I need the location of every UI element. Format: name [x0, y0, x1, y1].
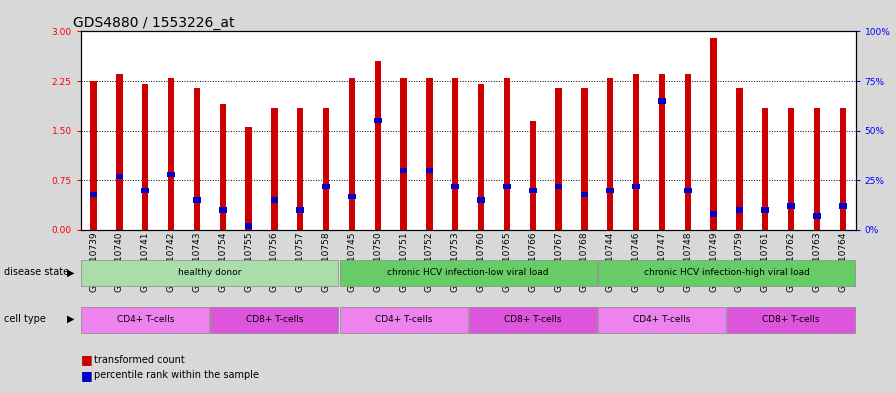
Bar	[762, 208, 769, 213]
Bar	[503, 184, 511, 189]
Bar	[684, 187, 692, 193]
Text: CD8+ T-cells: CD8+ T-cells	[246, 315, 303, 324]
Bar	[788, 204, 795, 209]
Bar	[340, 307, 468, 333]
Bar	[478, 198, 485, 203]
Bar	[90, 191, 98, 197]
Bar	[340, 260, 597, 286]
Bar	[737, 88, 743, 230]
Bar	[82, 307, 210, 333]
Bar	[633, 74, 640, 230]
Bar	[710, 211, 718, 217]
Bar	[142, 187, 149, 193]
Text: chronic HCV infection-low viral load: chronic HCV infection-low viral load	[387, 268, 549, 277]
Bar	[607, 78, 614, 230]
Bar	[840, 108, 846, 230]
Bar	[297, 108, 304, 230]
Text: CD8+ T-cells: CD8+ T-cells	[504, 315, 562, 324]
Bar	[375, 61, 381, 230]
Bar	[271, 198, 279, 203]
Text: GDS4880 / 1553226_at: GDS4880 / 1553226_at	[73, 17, 235, 30]
Bar	[142, 84, 149, 230]
Bar	[478, 84, 485, 230]
Bar	[529, 187, 537, 193]
Bar	[762, 108, 769, 230]
Bar	[220, 104, 226, 230]
Bar	[374, 118, 382, 123]
Bar	[504, 78, 510, 230]
Text: cell type: cell type	[4, 314, 47, 324]
Bar	[400, 168, 408, 173]
Bar	[581, 191, 589, 197]
Bar	[168, 172, 175, 177]
Bar	[193, 198, 201, 203]
Bar	[598, 307, 726, 333]
Text: CD4+ T-cells: CD4+ T-cells	[633, 315, 691, 324]
Bar	[426, 78, 433, 230]
Bar	[598, 260, 855, 286]
Bar	[116, 174, 124, 179]
Bar	[788, 108, 795, 230]
Bar	[194, 88, 200, 230]
Text: percentile rank within the sample: percentile rank within the sample	[94, 370, 259, 380]
Bar	[271, 108, 278, 230]
Text: CD8+ T-cells: CD8+ T-cells	[762, 315, 820, 324]
Bar	[297, 208, 304, 213]
Bar	[82, 260, 339, 286]
Bar	[839, 204, 847, 209]
Text: ■: ■	[81, 369, 92, 382]
Bar	[556, 88, 562, 230]
Text: ▶: ▶	[67, 267, 74, 277]
Bar	[246, 127, 252, 230]
Bar	[323, 108, 330, 230]
Bar	[349, 78, 355, 230]
Bar	[711, 38, 717, 230]
Text: transformed count: transformed count	[94, 354, 185, 365]
Text: chronic HCV infection-high viral load: chronic HCV infection-high viral load	[643, 268, 809, 277]
Bar	[426, 168, 434, 173]
Text: ■: ■	[81, 353, 92, 366]
Bar	[323, 184, 330, 189]
Bar	[348, 193, 356, 199]
Bar	[814, 108, 820, 230]
Bar	[452, 184, 459, 189]
Bar	[245, 223, 253, 229]
Bar	[168, 78, 175, 230]
Bar	[659, 74, 665, 230]
Bar	[607, 187, 614, 193]
Text: healthy donor: healthy donor	[178, 268, 242, 277]
Bar	[401, 78, 407, 230]
Bar	[219, 208, 227, 213]
Bar	[685, 74, 691, 230]
Bar	[90, 81, 97, 230]
Text: CD4+ T-cells: CD4+ T-cells	[116, 315, 174, 324]
Text: disease state: disease state	[4, 267, 70, 277]
Text: CD4+ T-cells: CD4+ T-cells	[375, 315, 432, 324]
Bar	[582, 88, 588, 230]
Bar	[736, 208, 744, 213]
Bar	[658, 98, 666, 103]
Bar	[727, 307, 855, 333]
Bar	[116, 74, 123, 230]
Text: ▶: ▶	[67, 314, 74, 324]
Bar	[813, 213, 821, 219]
Bar	[452, 78, 459, 230]
Bar	[211, 307, 339, 333]
Bar	[530, 121, 536, 230]
Bar	[555, 184, 563, 189]
Bar	[633, 184, 640, 189]
Bar	[469, 307, 597, 333]
